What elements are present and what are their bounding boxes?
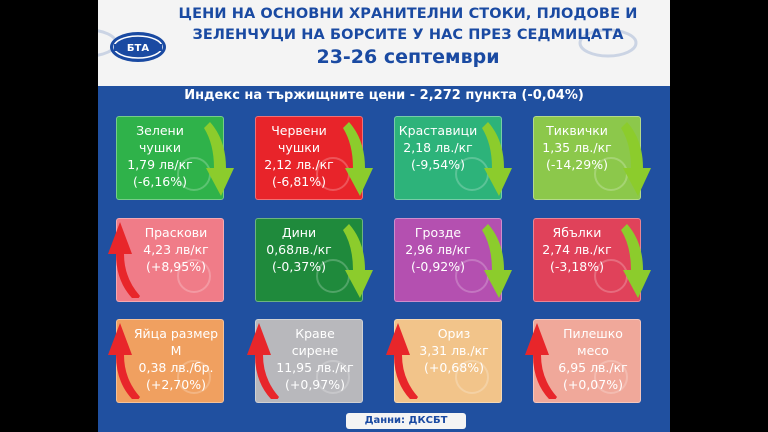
trend-up-arrow-icon <box>247 323 279 399</box>
product-card: Краставици 2,18 лв./кг (-9,54%) <box>394 116 512 200</box>
product-text: Праскови 4,23 лв/кг (+8,95%) <box>132 218 220 275</box>
title-line-1: ЦЕНИ НА ОСНОВНИ ХРАНИТЕЛНИ СТОКИ, ПЛОДОВ… <box>178 6 638 22</box>
product-change: (-6,16%) <box>133 174 187 189</box>
product-change: (+0,97%) <box>285 377 345 392</box>
product-name: Краве сирене <box>291 326 339 358</box>
product-card: Дини 0,68лв./кг (-0,37%) <box>255 218 373 302</box>
product-name: Ябълки <box>552 225 602 240</box>
date-range: 23-26 септември <box>316 46 500 68</box>
product-price: 4,23 лв/кг <box>143 242 209 257</box>
title-line-2: ЗЕЛЕНЧУЦИ НА БОРСИТЕ У НАС ПРЕЗ СЕДМИЦАТ… <box>192 27 624 43</box>
trend-down-arrow-icon <box>621 122 651 196</box>
product-price: 1,79 лв/кг <box>127 157 193 172</box>
product-name: Краставици <box>398 123 478 138</box>
trend-down-arrow-icon <box>343 122 373 196</box>
product-watermark-icon <box>316 360 350 394</box>
product-name: Праскови <box>144 225 208 240</box>
bta-logo-icon: БТА <box>110 32 166 62</box>
product-text: Дини 0,68лв./кг (-0,37%) <box>255 218 343 275</box>
product-card-background <box>116 218 224 302</box>
product-price: 0,68лв./кг <box>266 242 332 257</box>
product-card: Яйца размер М 0,38 лв./бр. (+2,70%) <box>108 319 224 403</box>
product-name: Тиквички <box>546 123 608 138</box>
product-name: Пилешко месо <box>563 326 623 358</box>
trend-up-arrow-icon <box>386 323 418 399</box>
product-price: 11,95 лв./кг <box>276 360 354 375</box>
product-change: (-6,81%) <box>272 174 326 189</box>
product-change: (+0,07%) <box>563 377 623 392</box>
product-text: Краве сирене 11,95 лв./кг (+0,97%) <box>271 319 359 393</box>
product-text: Ориз 3,31 лв./кг (+0,68%) <box>410 319 498 376</box>
product-text: Ябълки 2,74 лв./кг (-3,18%) <box>533 218 621 275</box>
product-name: Грозде <box>414 225 462 240</box>
product-text: Тиквички 1,35 лв./кг (-14,29%) <box>533 116 621 173</box>
trend-up-arrow-icon <box>108 323 140 399</box>
product-card: Тиквички 1,35 лв./кг (-14,29%) <box>533 116 651 200</box>
product-change: (+8,95%) <box>146 259 206 274</box>
data-source-label: Данни: ДКСБТ <box>346 413 466 429</box>
product-price: 6,95 лв./кг <box>558 360 628 375</box>
product-name: Ориз <box>437 326 471 341</box>
product-change: (-0,37%) <box>272 259 326 274</box>
product-name: Яйца размер М <box>133 326 219 358</box>
product-card: Грозде 2,96 лв/кг (-0,92%) <box>394 218 512 302</box>
trend-down-arrow-icon <box>343 224 373 298</box>
product-card: Пилешко месо 6,95 лв./кг (+0,07%) <box>525 319 641 403</box>
bta-watermark-icon <box>578 28 638 58</box>
product-change: (+0,68%) <box>424 360 484 375</box>
product-card: Краве сирене 11,95 лв./кг (+0,97%) <box>247 319 363 403</box>
product-watermark-icon <box>594 360 628 394</box>
product-card: Червени чушки 2,12 лв./кг (-6,81%) <box>255 116 373 200</box>
product-change: (-0,92%) <box>411 259 465 274</box>
product-text: Грозде 2,96 лв/кг (-0,92%) <box>394 218 482 275</box>
product-text: Зелени чушки 1,79 лв/кг (-6,16%) <box>116 116 204 190</box>
trend-down-arrow-icon <box>482 224 512 298</box>
infographic-frame: БТА ЦЕНИ НА ОСНОВНИ ХРАНИТЕЛНИ СТОКИ, ПЛ… <box>98 0 670 432</box>
product-change: (-3,18%) <box>550 259 604 274</box>
product-price: 0,38 лв./бр. <box>138 360 214 375</box>
product-card-background <box>116 319 224 403</box>
product-change: (+2,70%) <box>146 377 206 392</box>
trend-up-arrow-icon <box>525 323 557 399</box>
product-name: Червени чушки <box>271 123 327 155</box>
product-card-background <box>533 319 641 403</box>
product-name: Зелени чушки <box>136 123 184 155</box>
product-price: 1,35 лв./кг <box>542 140 612 155</box>
product-price: 2,74 лв./кг <box>542 242 612 257</box>
product-text: Червени чушки 2,12 лв./кг (-6,81%) <box>255 116 343 190</box>
trend-up-arrow-icon <box>108 222 140 298</box>
product-price: 2,12 лв./кг <box>264 157 334 172</box>
product-watermark-icon <box>455 360 489 394</box>
product-price: 2,96 лв/кг <box>405 242 471 257</box>
product-price: 3,31 лв./кг <box>419 343 489 358</box>
product-text: Пилешко месо 6,95 лв./кг (+0,07%) <box>549 319 637 393</box>
product-name: Дини <box>281 225 317 240</box>
trend-down-arrow-icon <box>621 224 651 298</box>
trend-down-arrow-icon <box>482 122 512 196</box>
page-title: ЦЕНИ НА ОСНОВНИ ХРАНИТЕЛНИ СТОКИ, ПЛОДОВ… <box>158 4 658 46</box>
header-banner: БТА ЦЕНИ НА ОСНОВНИ ХРАНИТЕЛНИ СТОКИ, ПЛ… <box>98 0 670 86</box>
product-card: Зелени чушки 1,79 лв/кг (-6,16%) <box>116 116 234 200</box>
product-price: 2,18 лв./кг <box>403 140 473 155</box>
product-card-background <box>255 319 363 403</box>
product-change: (-14,29%) <box>546 157 608 172</box>
product-change: (-9,54%) <box>411 157 465 172</box>
logo-text: БТА <box>127 43 149 54</box>
product-card: Ябълки 2,74 лв./кг (-3,18%) <box>533 218 651 302</box>
trend-down-arrow-icon <box>204 122 234 196</box>
product-text: Яйца размер М 0,38 лв./бр. (+2,70%) <box>132 319 220 393</box>
product-card-background <box>394 319 502 403</box>
product-card: Праскови 4,23 лв/кг (+8,95%) <box>108 218 224 302</box>
product-watermark-icon <box>177 360 211 394</box>
product-watermark-icon <box>177 259 211 293</box>
market-index-summary: Индекс на тържищните цени - 2,272 пункта… <box>184 88 584 103</box>
product-text: Краставици 2,18 лв./кг (-9,54%) <box>394 116 482 173</box>
product-card: Ориз 3,31 лв./кг (+0,68%) <box>386 319 502 403</box>
